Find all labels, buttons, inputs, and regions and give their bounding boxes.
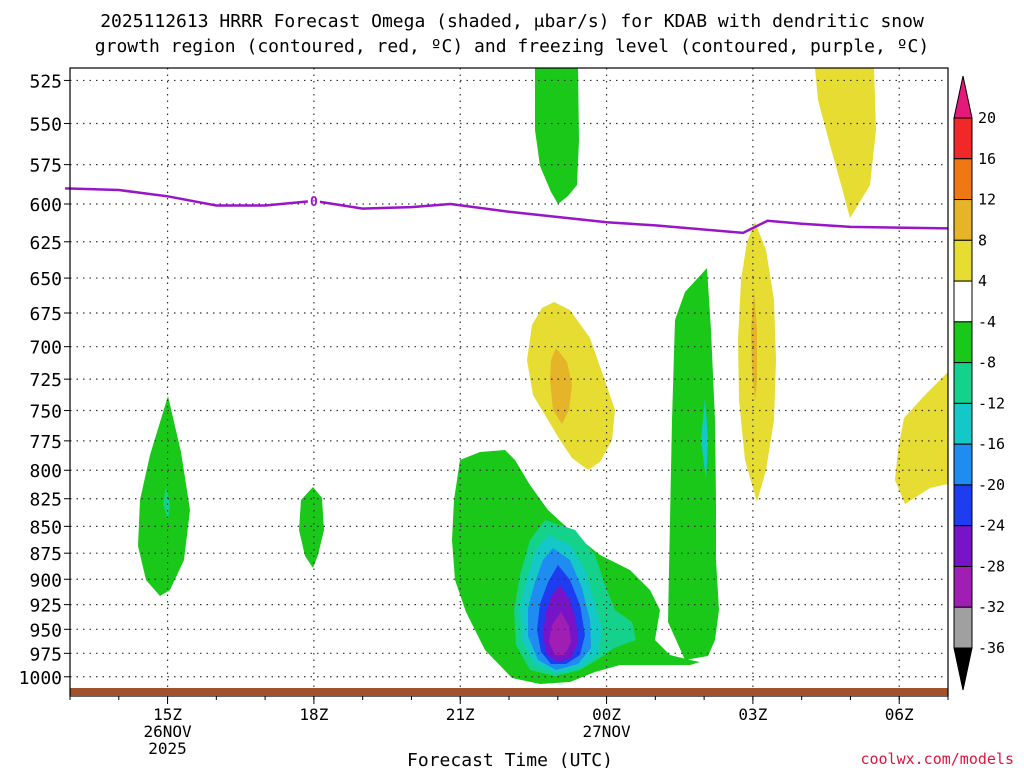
chart-title-line1: 2025112613 HRRR Forecast Omega (shaded, … bbox=[100, 11, 924, 32]
y-tick-label: 750 bbox=[29, 402, 62, 423]
colorbar-label: 4 bbox=[978, 272, 987, 290]
x-tick-date: 27NOV bbox=[582, 722, 631, 741]
freezing-level-label-background bbox=[307, 192, 320, 209]
y-tick-label: 775 bbox=[29, 432, 62, 453]
y-tick-label: 875 bbox=[29, 544, 62, 565]
colorbar-top-triangle bbox=[953, 75, 973, 119]
x-tick-label: 00Z bbox=[592, 705, 621, 724]
watermark: coolwx.com/models bbox=[860, 750, 1014, 768]
y-tick-label: 650 bbox=[29, 269, 62, 290]
omega-right-teal-spot bbox=[701, 398, 708, 480]
colorbar-box bbox=[953, 402, 973, 445]
y-tick-label: 575 bbox=[29, 156, 62, 177]
colorbar-bottom-triangle bbox=[953, 647, 973, 691]
y-tick-label: 525 bbox=[29, 71, 62, 92]
x-tick-label: 03Z bbox=[738, 705, 767, 724]
y-tick-label: 625 bbox=[29, 233, 62, 254]
omega-shading-layer bbox=[138, 68, 948, 684]
colorbar-label: -4 bbox=[978, 313, 996, 331]
y-tick-label: 600 bbox=[29, 195, 62, 216]
surface-terrain-band bbox=[70, 688, 948, 695]
colorbar-label: 20 bbox=[978, 109, 996, 127]
colorbar-box bbox=[953, 362, 973, 404]
colorbar-box bbox=[953, 199, 973, 241]
x-tick-year: 2025 bbox=[148, 739, 187, 758]
x-axis-label: Forecast Time (UTC) bbox=[407, 750, 613, 768]
colorbar-label: 8 bbox=[978, 231, 987, 249]
colorbar-box bbox=[953, 443, 973, 486]
freezing-level-layer: 0 bbox=[65, 187, 949, 235]
x-tick-label: 21Z bbox=[446, 705, 475, 724]
y-axis: 525 550 575 600 625 650 675 700 725 750 775 800 825 8… bbox=[19, 71, 70, 689]
y-tick-label: 850 bbox=[29, 517, 62, 538]
chart-title-line2: growth region (contoured, red, ºC) and f… bbox=[95, 36, 929, 57]
colorbar-label: -8 bbox=[978, 354, 996, 372]
colorbar-label: -28 bbox=[978, 557, 1005, 575]
freezing-level-label: 0 bbox=[310, 195, 318, 210]
omega-left-teal-spot bbox=[163, 487, 170, 520]
omega-top-green-plume bbox=[535, 68, 579, 204]
y-tick-label: 725 bbox=[29, 370, 62, 391]
colorbar-box bbox=[953, 484, 973, 527]
colorbar-box bbox=[953, 158, 973, 201]
x-tick-label: 15Z bbox=[153, 705, 182, 724]
omega-orange-streak-03z bbox=[751, 290, 757, 400]
omega-left-green-cell bbox=[138, 396, 190, 596]
y-tick-label: 900 bbox=[29, 570, 62, 591]
freezing-level-line bbox=[65, 187, 949, 235]
colorbar-box bbox=[953, 239, 973, 282]
omega-orange-spot-2330z bbox=[550, 348, 572, 424]
colorbar-label: 12 bbox=[978, 191, 996, 209]
x-tick-label: 06Z bbox=[885, 705, 914, 724]
omega-yellow-subsidence-06z bbox=[895, 372, 948, 504]
y-tick-label: 800 bbox=[29, 461, 62, 482]
y-tick-label: 950 bbox=[29, 620, 62, 641]
colorbar-box bbox=[953, 280, 973, 323]
omega-core-magenta bbox=[549, 612, 571, 655]
colorbar-box bbox=[953, 117, 973, 160]
y-tick-label: 825 bbox=[29, 490, 62, 511]
y-tick-label: 975 bbox=[29, 644, 62, 665]
y-tick-label: 550 bbox=[29, 114, 62, 135]
y-tick-label: 925 bbox=[29, 596, 62, 617]
x-tick-label: 18Z bbox=[299, 705, 328, 724]
grid-lines bbox=[70, 68, 948, 696]
omega-upper-right-yellow-plume bbox=[815, 68, 876, 218]
colorbar-label: -20 bbox=[978, 476, 1005, 494]
colorbar-box bbox=[953, 565, 973, 608]
omega-right-green-column bbox=[668, 268, 719, 660]
y-tick-label: 1000 bbox=[19, 668, 62, 689]
colorbar-label: -24 bbox=[978, 517, 1005, 535]
colorbar-label: -16 bbox=[978, 435, 1005, 453]
colorbar-box bbox=[953, 321, 973, 364]
colorbar-label: -12 bbox=[978, 394, 1005, 412]
y-tick-label: 675 bbox=[29, 304, 62, 325]
colorbar-box bbox=[953, 606, 973, 649]
colorbar-box bbox=[953, 525, 973, 567]
colorbar-label: -36 bbox=[978, 639, 1005, 657]
colorbar-label: 16 bbox=[978, 150, 996, 168]
x-tick-date: 26NOV bbox=[143, 722, 192, 741]
y-tick-label: 700 bbox=[29, 338, 62, 359]
colorbar-label: -32 bbox=[978, 598, 1005, 616]
colorbar: 20 16 12 8 4 -4 -8 -12 -16 -20 -24 -28 -32 -36 bbox=[953, 75, 1005, 691]
omega-small-green-cell-18z bbox=[299, 487, 324, 568]
